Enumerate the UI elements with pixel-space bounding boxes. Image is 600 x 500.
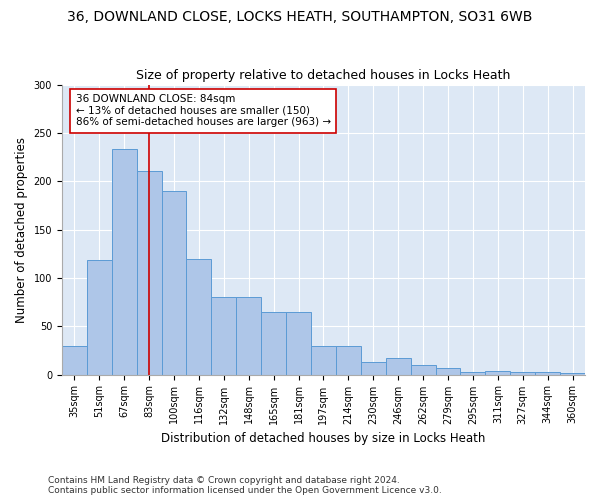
- Bar: [112, 150, 137, 374]
- Bar: [87, 260, 112, 374]
- Bar: [286, 312, 311, 374]
- Title: Size of property relative to detached houses in Locks Heath: Size of property relative to detached ho…: [136, 69, 511, 82]
- Text: 36 DOWNLAND CLOSE: 84sqm
← 13% of detached houses are smaller (150)
86% of semi-: 36 DOWNLAND CLOSE: 84sqm ← 13% of detach…: [76, 94, 331, 128]
- Y-axis label: Number of detached properties: Number of detached properties: [15, 136, 28, 322]
- X-axis label: Distribution of detached houses by size in Locks Heath: Distribution of detached houses by size …: [161, 432, 485, 445]
- Bar: [460, 372, 485, 374]
- Bar: [261, 312, 286, 374]
- Bar: [62, 346, 87, 374]
- Bar: [161, 191, 187, 374]
- Bar: [410, 365, 436, 374]
- Bar: [535, 372, 560, 374]
- Bar: [211, 297, 236, 374]
- Text: 36, DOWNLAND CLOSE, LOCKS HEATH, SOUTHAMPTON, SO31 6WB: 36, DOWNLAND CLOSE, LOCKS HEATH, SOUTHAM…: [67, 10, 533, 24]
- Bar: [187, 258, 211, 374]
- Bar: [560, 372, 585, 374]
- Bar: [311, 346, 336, 374]
- Bar: [361, 362, 386, 374]
- Bar: [386, 358, 410, 374]
- Bar: [436, 368, 460, 374]
- Bar: [236, 297, 261, 374]
- Text: Contains HM Land Registry data © Crown copyright and database right 2024.
Contai: Contains HM Land Registry data © Crown c…: [48, 476, 442, 495]
- Bar: [137, 170, 161, 374]
- Bar: [510, 372, 535, 374]
- Bar: [336, 346, 361, 374]
- Bar: [485, 370, 510, 374]
